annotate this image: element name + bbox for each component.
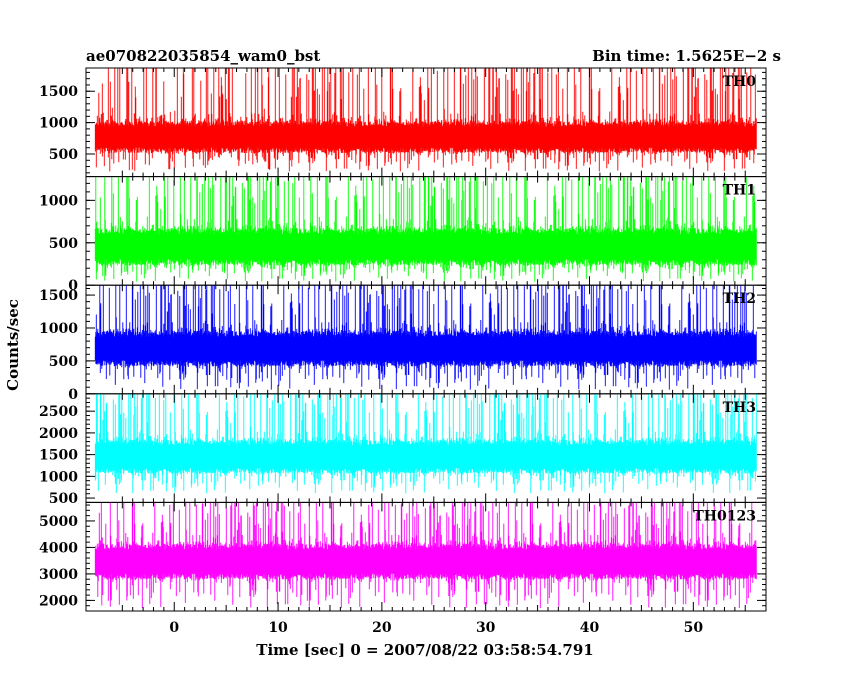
y-tick-label: 500 bbox=[49, 147, 78, 163]
x-tick-label: 50 bbox=[684, 620, 704, 636]
y-tick-label: 500 bbox=[49, 491, 78, 507]
panel-th2: 0 500 1000 1500 TH2 bbox=[39, 284, 767, 403]
series-line-th0123 bbox=[94, 502, 757, 609]
y-tick-label: 3000 bbox=[39, 567, 78, 583]
x-tick-label: 30 bbox=[476, 620, 496, 636]
series-label-th1: TH1 bbox=[723, 183, 756, 199]
series-label-th3: TH3 bbox=[723, 400, 756, 416]
panel-th3: 500 1000 1500 2000 2500 TH3 bbox=[39, 393, 767, 507]
y-tick-label: 1000 bbox=[39, 321, 78, 337]
y-tick-label: 1000 bbox=[39, 116, 78, 132]
y-tick-label: 2500 bbox=[39, 404, 78, 420]
panel-th0123: 2000 3000 4000 5000 TH0123 bbox=[39, 501, 767, 612]
bin-time-label: Bin time: 1.5625E−2 s bbox=[592, 47, 781, 65]
y-tick-label: 5000 bbox=[39, 514, 78, 530]
y-tick-label: 4000 bbox=[39, 540, 78, 556]
series-line-th2 bbox=[94, 285, 757, 390]
series-label-th0123: TH0123 bbox=[693, 508, 756, 524]
y-tick-label: 500 bbox=[49, 354, 78, 370]
x-axis-label: Time [sec] 0 = 2007/08/22 03:58:54.791 bbox=[256, 641, 593, 659]
y-tick-label: 2000 bbox=[39, 426, 78, 442]
y-tick-label: 1000 bbox=[39, 469, 78, 485]
series-label-th0: TH0 bbox=[723, 74, 757, 90]
x-tick-label: 10 bbox=[268, 620, 288, 636]
series-line-th1 bbox=[94, 176, 757, 282]
y-tick-label: 1000 bbox=[39, 193, 78, 209]
y-axis-label: Counts/sec bbox=[4, 299, 22, 391]
y-tick-label: 0 bbox=[68, 278, 78, 294]
y-tick-label: 2000 bbox=[39, 593, 78, 609]
x-tick-label: 0 bbox=[169, 620, 179, 636]
chart-title: ae070822035854_wam0_bst bbox=[86, 47, 320, 65]
panel-th0: 500 1000 1500 TH0 bbox=[39, 67, 767, 178]
y-tick-label: 1500 bbox=[39, 84, 78, 100]
y-tick-label: 500 bbox=[49, 236, 78, 252]
y-tick-label: 1500 bbox=[39, 448, 78, 464]
panel-th1: 0 500 1000 TH1 bbox=[39, 176, 767, 294]
y-tick-label: 1500 bbox=[39, 288, 78, 304]
series-line-th0 bbox=[94, 68, 757, 172]
series-label-th2: TH2 bbox=[723, 291, 756, 307]
panel-frame-th0123 bbox=[85, 501, 767, 612]
series-line-th3 bbox=[94, 393, 757, 494]
x-tick-label: 40 bbox=[580, 620, 600, 636]
x-tick-label: 20 bbox=[372, 620, 392, 636]
y-tick-label: 0 bbox=[68, 387, 78, 403]
